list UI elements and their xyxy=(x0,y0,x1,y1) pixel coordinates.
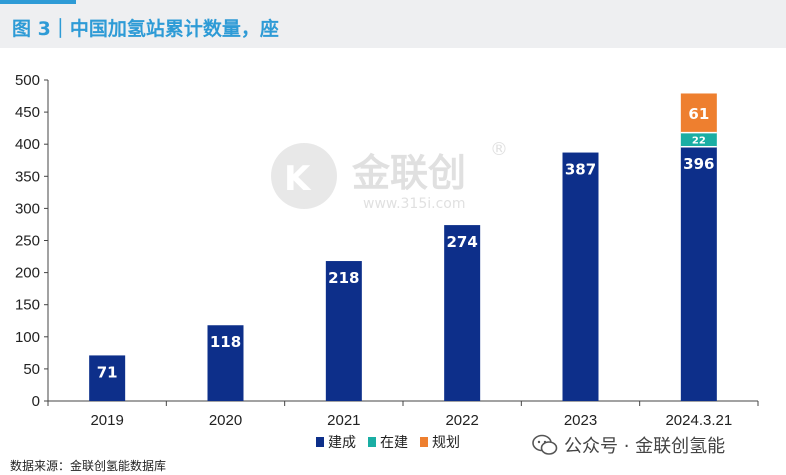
data-source: 数据来源：金联创氢能数据库 xyxy=(10,459,167,473)
data-label: 22 xyxy=(692,136,706,147)
watermark: K 金联创 ® www.315i.com xyxy=(271,139,508,212)
bar-built xyxy=(207,325,244,401)
y-tick-label: 400 xyxy=(15,136,40,153)
bar-built xyxy=(562,152,599,401)
y-tick-label: 250 xyxy=(15,233,40,250)
watermark-reg: ® xyxy=(490,139,508,160)
wechat-icon xyxy=(532,434,558,455)
data-label: 61 xyxy=(688,105,709,123)
data-label: 118 xyxy=(210,333,241,351)
y-tick-label: 0 xyxy=(32,393,40,410)
y-tick-label: 300 xyxy=(15,200,40,217)
bar-built xyxy=(325,261,362,401)
y-tick-label: 500 xyxy=(15,72,40,89)
data-label: 71 xyxy=(97,363,118,381)
header-bar xyxy=(0,0,786,48)
data-label: 274 xyxy=(447,233,478,251)
watermark-logo-icon xyxy=(271,143,337,209)
bar-chart: K 金联创 ® www.315i.com 0 50 100 150 200 250 300 3… xyxy=(15,72,759,451)
x-tick-label: 2019 xyxy=(90,412,123,429)
bar-built xyxy=(680,146,717,401)
y-tick-label: 100 xyxy=(15,329,40,346)
watermark-brand: 金联创 xyxy=(351,151,466,195)
watermark-url: www.315i.com xyxy=(363,196,465,212)
chart-title: 图 3｜中国加氢站累计数量，座 xyxy=(12,18,279,40)
header-accent xyxy=(0,0,76,4)
legend-swatch xyxy=(368,437,376,447)
wechat-account: 公众号 · 金联创氢能 xyxy=(532,432,725,458)
legend-label: 建成 xyxy=(328,435,356,451)
legend-label: 规划 xyxy=(432,435,460,451)
y-tick-label: 450 xyxy=(15,104,40,121)
axes: 0 50 100 150 200 250 300 350 400 450 500 2019 2020 20… xyxy=(15,72,759,429)
watermark-logo-glyph: K xyxy=(284,159,312,199)
legend-swatch xyxy=(316,437,324,447)
bar-built xyxy=(444,225,481,401)
wechat-account-label: 公众号 · 金联创氢能 xyxy=(564,436,726,457)
bar-under-construction xyxy=(680,132,717,147)
bar-built xyxy=(89,355,126,401)
y-tick-label: 50 xyxy=(23,361,40,378)
legend-label: 在建 xyxy=(380,435,408,451)
y-tick-label: 200 xyxy=(15,265,40,282)
x-tick-label: 2024.3.21 xyxy=(665,412,732,429)
bars: 71 118 218 274 387 396 22 61 xyxy=(89,93,717,401)
data-label: 387 xyxy=(565,161,596,179)
x-tick-label: 2021 xyxy=(327,412,360,429)
data-label: 218 xyxy=(328,269,359,287)
x-tick-label: 2020 xyxy=(209,412,242,429)
bar-planned xyxy=(680,93,717,133)
legend: 建成 在建 规划 xyxy=(316,435,460,451)
data-label: 396 xyxy=(683,155,714,173)
y-tick-label: 150 xyxy=(15,297,40,314)
legend-swatch xyxy=(420,437,428,447)
x-tick-label: 2022 xyxy=(445,412,478,429)
x-tick-label: 2023 xyxy=(564,412,597,429)
y-tick-label: 350 xyxy=(15,168,40,185)
